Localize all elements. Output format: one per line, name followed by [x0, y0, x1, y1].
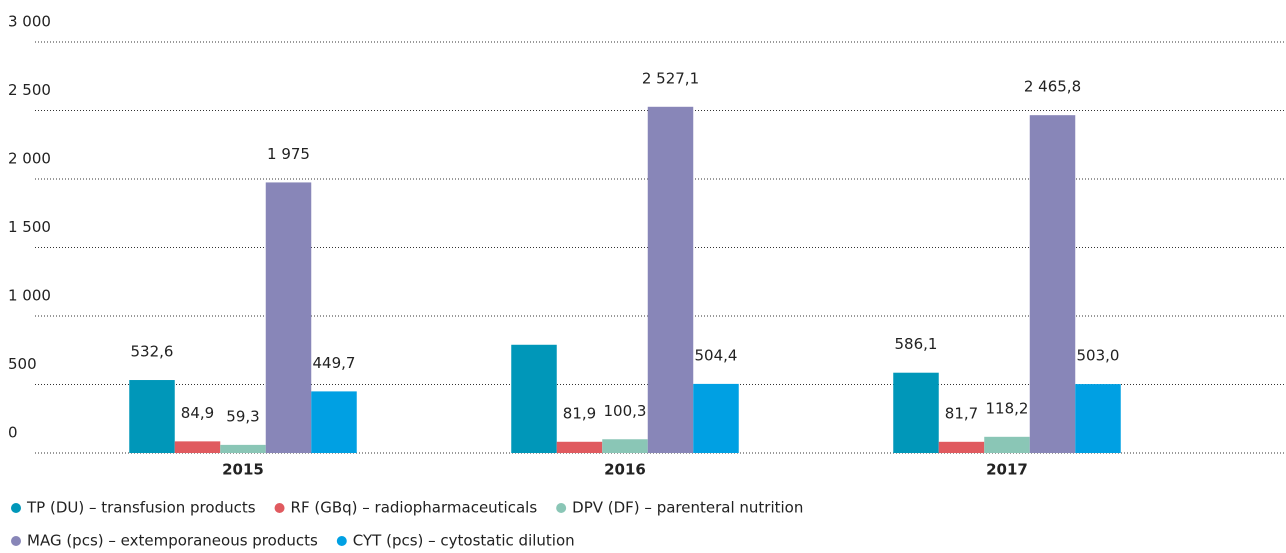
legend-marker [556, 503, 567, 513]
data-label: 2 527,1 [642, 69, 699, 87]
legend-label: CYT (pcs) – cytostatic dilution [353, 532, 575, 550]
bar [174, 441, 221, 453]
bar [693, 383, 739, 453]
x-tick-label: 2016 [604, 461, 646, 479]
y-tick-label: 1 500 [8, 218, 51, 236]
data-label: 2 465,8 [1024, 78, 1081, 96]
bar [984, 436, 1030, 453]
y-tick-label: 2 000 [8, 150, 51, 168]
bar [311, 391, 357, 453]
bar [265, 182, 312, 454]
y-tick-label: 0 [8, 424, 18, 442]
y-tick-label: 2 500 [8, 81, 51, 99]
bar [1075, 384, 1121, 453]
legend-marker [11, 536, 21, 546]
data-label: 81,9 [563, 404, 596, 422]
bar [511, 344, 557, 453]
y-tick-label: 1 000 [8, 287, 51, 305]
bar [129, 380, 175, 453]
bar [1029, 115, 1076, 454]
legend-marker [11, 503, 21, 513]
legend-label: TP (DU) – transfusion products [26, 499, 256, 517]
data-label: 100,3 [604, 402, 647, 420]
data-label: 503,0 [1077, 347, 1120, 365]
data-label: 118,2 [986, 399, 1029, 417]
legend-marker [336, 536, 347, 546]
data-label: 449,7 [313, 354, 356, 372]
data-label: 504,4 [695, 346, 738, 364]
y-tick-label: 3 000 [8, 13, 51, 31]
legend-label: DPV (DF) – parenteral nutrition [572, 499, 803, 517]
bar [647, 106, 694, 454]
bar [556, 441, 603, 453]
data-label: 84,9 [181, 404, 214, 422]
data-label: 81,7 [945, 404, 978, 422]
y-tick-label: 500 [8, 355, 37, 373]
data-label: 586,1 [895, 335, 938, 353]
bar [220, 444, 266, 453]
x-tick-label: 2017 [986, 461, 1028, 479]
legend-label: RF (GBq) – radiopharmaceuticals [291, 499, 538, 517]
data-label: 532,6 [131, 343, 174, 361]
data-label: 1 975 [267, 145, 310, 163]
legend-marker [274, 503, 285, 513]
bar [893, 372, 939, 453]
data-label: 59,3 [226, 407, 259, 425]
x-tick-label: 2015 [222, 461, 264, 479]
bar [602, 439, 648, 453]
legend-label: MAG (pcs) – extemporaneous products [27, 532, 318, 550]
bar [938, 441, 985, 453]
